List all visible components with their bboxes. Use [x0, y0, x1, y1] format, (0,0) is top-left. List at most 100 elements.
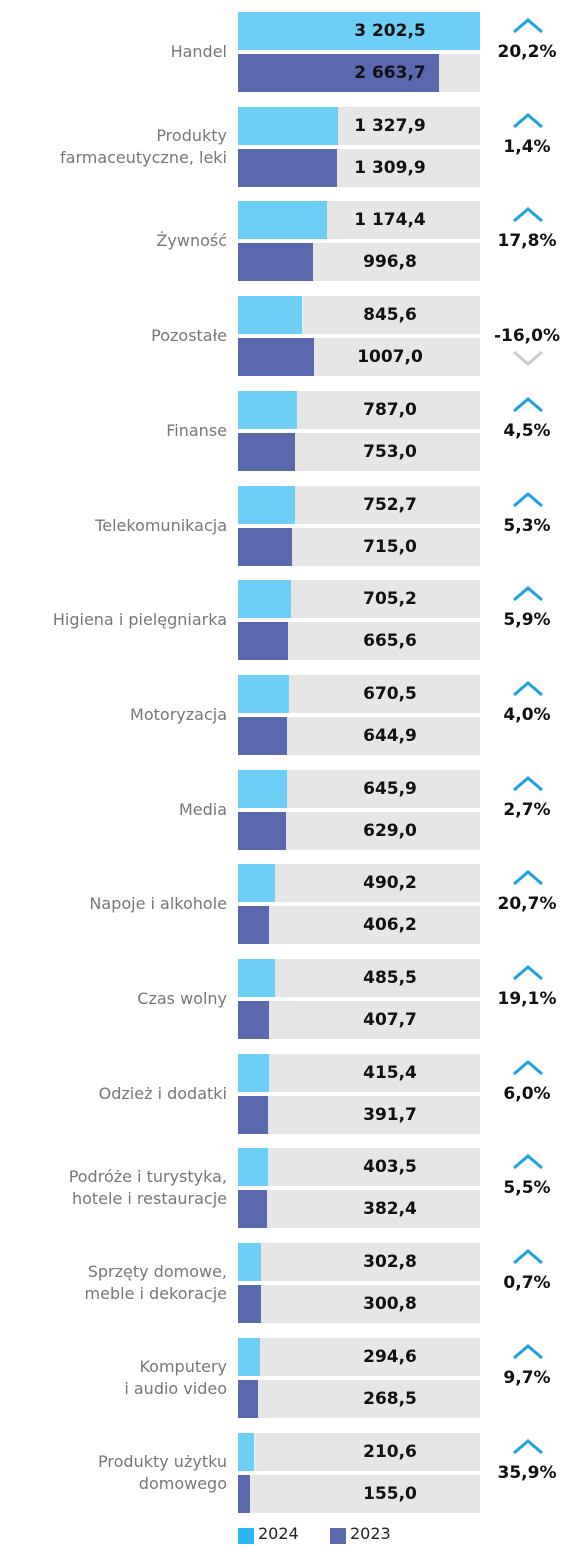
bar [238, 1001, 269, 1039]
arrow-up [513, 1059, 543, 1075]
arrow-up [513, 1438, 543, 1454]
bar-track [238, 959, 480, 997]
change-label: 5,5% [503, 1178, 551, 1199]
value-label: 210,6 [363, 1441, 417, 1462]
arrow-up [513, 491, 543, 507]
arrow-up [513, 1343, 543, 1359]
bar-track [238, 1190, 480, 1229]
value-label: 403,5 [363, 1157, 417, 1178]
value-label: 1 309,9 [354, 157, 426, 178]
bar [238, 148, 337, 187]
category-label: Odzież i dodatki [98, 1083, 227, 1103]
bar [238, 527, 293, 566]
value-label: 2 663,7 [354, 63, 426, 83]
change-label: 1,4% [503, 136, 551, 157]
value-label: 705,2 [363, 589, 417, 610]
value-label: 1 327,9 [354, 115, 426, 136]
bar [238, 296, 302, 335]
value-label: 268,5 [363, 1388, 417, 1409]
value-label: 670,5 [363, 683, 417, 704]
value-label: 787,0 [363, 399, 417, 420]
bar [238, 674, 289, 713]
change-label: 4,5% [503, 420, 551, 441]
legend-swatch [330, 1528, 346, 1544]
bar [238, 716, 287, 755]
bar-track [238, 1432, 480, 1471]
arrow-up [513, 1154, 543, 1170]
category-label: Finanse [166, 420, 227, 440]
value-label: 300,8 [363, 1294, 417, 1315]
change-label: 17,8% [497, 231, 557, 252]
bar [238, 432, 295, 471]
change-label: 5,9% [503, 610, 551, 631]
category-label: Sprzęty domowe, meble i dekoracje [84, 1262, 227, 1304]
value-label: 753,0 [363, 441, 417, 462]
category-label: Pozostałe [151, 326, 227, 346]
category-label: Media [178, 799, 227, 819]
bar [238, 338, 315, 377]
category-label: Produkty farmaceutyczne, leki [60, 125, 227, 167]
category-label: Higiena i pielęgniarka [52, 610, 227, 630]
bar [238, 622, 289, 661]
value-label: 996,8 [363, 252, 417, 273]
bar [238, 769, 287, 808]
value-label: 629,0 [363, 820, 417, 841]
bar-track [238, 1095, 480, 1134]
category-label: Handel [170, 42, 227, 61]
bar-track [238, 1379, 480, 1418]
value-label: 752,7 [363, 494, 417, 515]
bar [238, 864, 276, 903]
bar-track [238, 1001, 480, 1039]
value-label: 382,4 [363, 1199, 417, 1220]
arrow-up [513, 680, 543, 697]
change-label: 19,1% [497, 989, 557, 1009]
bar [238, 1243, 261, 1282]
value-label: 294,6 [363, 1346, 417, 1367]
bar-track [238, 1053, 480, 1092]
value-label: 490,2 [363, 873, 417, 894]
category-label: Żywność [156, 231, 227, 251]
category-label: Napoje i alkohole [89, 894, 227, 914]
bar [238, 1190, 267, 1229]
category-label: Produkty użytku domowego [98, 1451, 227, 1493]
legend-label: 2024 [258, 1524, 299, 1543]
value-label: 391,7 [363, 1104, 417, 1125]
value-label: 665,6 [363, 631, 417, 652]
bar [238, 201, 327, 240]
bar [238, 106, 339, 145]
arrow-up [513, 965, 543, 981]
value-label: 407,7 [363, 1010, 417, 1030]
change-label: 0,7% [503, 1273, 551, 1294]
bar [238, 1148, 269, 1187]
arrow-up [513, 112, 543, 128]
category-label: Komputery i audio video [124, 1356, 227, 1398]
bar-track [238, 1337, 480, 1376]
arrow-up [513, 1249, 543, 1265]
bar-track [238, 906, 480, 945]
change-label: 6,0% [503, 1083, 551, 1104]
arrow-up [513, 18, 543, 34]
bar-track [238, 1148, 480, 1187]
bar [238, 1379, 259, 1418]
bar [238, 1095, 268, 1134]
arrow-up [513, 775, 543, 791]
change-label: 9,7% [503, 1367, 551, 1388]
value-label: 302,8 [363, 1252, 417, 1273]
bar [238, 485, 295, 524]
value-label: 845,6 [363, 305, 417, 326]
change-label: 2,7% [503, 799, 551, 820]
bar-track [238, 1474, 480, 1513]
value-label: 1007,0 [357, 347, 423, 368]
legend-swatch [238, 1528, 254, 1544]
bar [238, 1285, 261, 1324]
change-label: 35,9% [497, 1462, 557, 1483]
change-label: -16,0% [493, 326, 561, 347]
bar [238, 1474, 250, 1513]
value-label: 155,0 [363, 1483, 417, 1504]
value-label: 3 202,5 [354, 21, 426, 41]
value-label: 485,5 [363, 968, 417, 988]
bar [238, 959, 275, 997]
bar [238, 811, 286, 850]
value-label: 406,2 [363, 915, 417, 936]
